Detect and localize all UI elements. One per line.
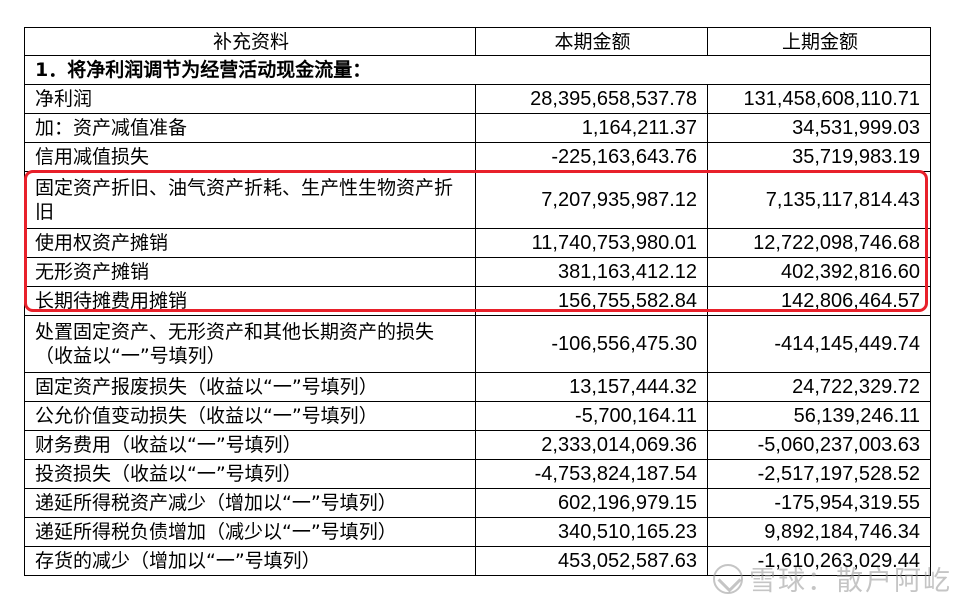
- table-row: 无形资产摊销 381,163,412.12 402,392,816.60: [24, 257, 931, 287]
- row-previous: -414,145,449.74: [707, 315, 931, 373]
- table-row: 固定资产报废损失（收益以“一”号填列） 13,157,444.32 24,722…: [24, 372, 931, 402]
- table-row: 递延所得税负债增加（减少以“一”号填列） 340,510,165.23 9,89…: [24, 517, 931, 547]
- row-previous: 142,806,464.57: [707, 286, 931, 316]
- row-item: 长期待摊费用摊销: [24, 286, 476, 316]
- table-row: 信用减值损失 -225,163,643.76 35,719,983.19: [24, 142, 931, 172]
- watermark: 雪球：散户阿屹: [713, 559, 952, 598]
- watermark-text: 雪球：散户阿屹: [749, 566, 952, 597]
- row-item: 信用减值损失: [24, 142, 476, 172]
- row-previous: 7,135,117,814.43: [707, 171, 931, 229]
- header-supplement: 补充资料: [24, 27, 476, 56]
- row-item: 递延所得税负债增加（减少以“一”号填列）: [24, 517, 476, 547]
- row-current: 11,740,753,980.01: [475, 228, 708, 258]
- row-item: 处置固定资产、无形资产和其他长期资产的损失（收益以“一”号填列）: [24, 315, 476, 373]
- table-row: 存货的减少（增加以“一”号填列） 453,052,587.63 -1,610,2…: [24, 546, 931, 576]
- table-header-row: 补充资料 本期金额 上期金额: [24, 27, 931, 56]
- table-row: 递延所得税资产减少（增加以“一”号填列） 602,196,979.15 -175…: [24, 488, 931, 518]
- table-row: 投资损失（收益以“一”号填列） -4,753,824,187.54 -2,517…: [24, 459, 931, 489]
- row-item: 财务费用（收益以“一”号填列）: [24, 430, 476, 460]
- row-current: 2,333,014,069.36: [475, 430, 708, 460]
- row-current: 156,755,582.84: [475, 286, 708, 316]
- table-row: 固定资产折旧、油气资产折耗、生产性生物资产折旧 7,207,935,987.12…: [24, 171, 931, 229]
- row-previous: 9,892,184,746.34: [707, 517, 931, 547]
- row-item: 投资损失（收益以“一”号填列）: [24, 459, 476, 489]
- row-item: 存货的减少（增加以“一”号填列）: [24, 546, 476, 576]
- row-item: 净利润: [24, 84, 476, 114]
- row-previous: 34,531,999.03: [707, 113, 931, 143]
- snowball-logo-icon: [713, 563, 743, 594]
- row-previous: 56,139,246.11: [707, 401, 931, 431]
- row-previous: 24,722,329.72: [707, 372, 931, 402]
- row-previous: 12,722,098,746.68: [707, 228, 931, 258]
- header-current-amount: 本期金额: [475, 27, 708, 56]
- row-item: 使用权资产摊销: [24, 228, 476, 258]
- row-previous: -1,610,263,029.44: [707, 546, 931, 576]
- row-current: 453,052,587.63: [475, 546, 708, 576]
- section-row: 1．将净利润调节为经营活动现金流量：: [24, 55, 931, 85]
- row-current: 602,196,979.15: [475, 488, 708, 518]
- header-previous-amount: 上期金额: [707, 27, 931, 56]
- row-previous: -2,517,197,528.52: [707, 459, 931, 489]
- table-row: 加：资产减值准备 1,164,211.37 34,531,999.03: [24, 113, 931, 143]
- row-current: 381,163,412.12: [475, 257, 708, 287]
- row-previous: -175,954,319.55: [707, 488, 931, 518]
- row-current: 1,164,211.37: [475, 113, 708, 143]
- row-current: -5,700,164.11: [475, 401, 708, 431]
- row-previous: 402,392,816.60: [707, 257, 931, 287]
- row-item: 无形资产摊销: [24, 257, 476, 287]
- row-current: -4,753,824,187.54: [475, 459, 708, 489]
- table-row: 使用权资产摊销 11,740,753,980.01 12,722,098,746…: [24, 228, 931, 258]
- table-row: 财务费用（收益以“一”号填列） 2,333,014,069.36 -5,060,…: [24, 430, 931, 460]
- row-previous: -5,060,237,003.63: [707, 430, 931, 460]
- row-current: -225,163,643.76: [475, 142, 708, 172]
- table-row: 长期待摊费用摊销 156,755,582.84 142,806,464.57: [24, 286, 931, 316]
- table-row: 处置固定资产、无形资产和其他长期资产的损失（收益以“一”号填列） -106,55…: [24, 315, 931, 373]
- row-item: 公允价值变动损失（收益以“一”号填列）: [24, 401, 476, 431]
- row-current: 7,207,935,987.12: [475, 171, 708, 229]
- row-previous: 35,719,983.19: [707, 142, 931, 172]
- row-item: 递延所得税资产减少（增加以“一”号填列）: [24, 488, 476, 518]
- cash-flow-supplement-table: 补充资料 本期金额 上期金额 1．将净利润调节为经营活动现金流量： 净利润 28…: [24, 27, 931, 576]
- row-item: 固定资产报废损失（收益以“一”号填列）: [24, 372, 476, 402]
- row-item: 加：资产减值准备: [24, 113, 476, 143]
- table-row: 公允价值变动损失（收益以“一”号填列） -5,700,164.11 56,139…: [24, 401, 931, 431]
- row-item: 固定资产折旧、油气资产折耗、生产性生物资产折旧: [24, 171, 476, 229]
- row-current: 28,395,658,537.78: [475, 84, 708, 114]
- row-current: 340,510,165.23: [475, 517, 708, 547]
- row-previous: 131,458,608,110.71: [707, 84, 931, 114]
- row-current: 13,157,444.32: [475, 372, 708, 402]
- row-current: -106,556,475.30: [475, 315, 708, 373]
- section-title: 1．将净利润调节为经营活动现金流量：: [24, 55, 931, 85]
- table-row: 净利润 28,395,658,537.78 131,458,608,110.71: [24, 84, 931, 114]
